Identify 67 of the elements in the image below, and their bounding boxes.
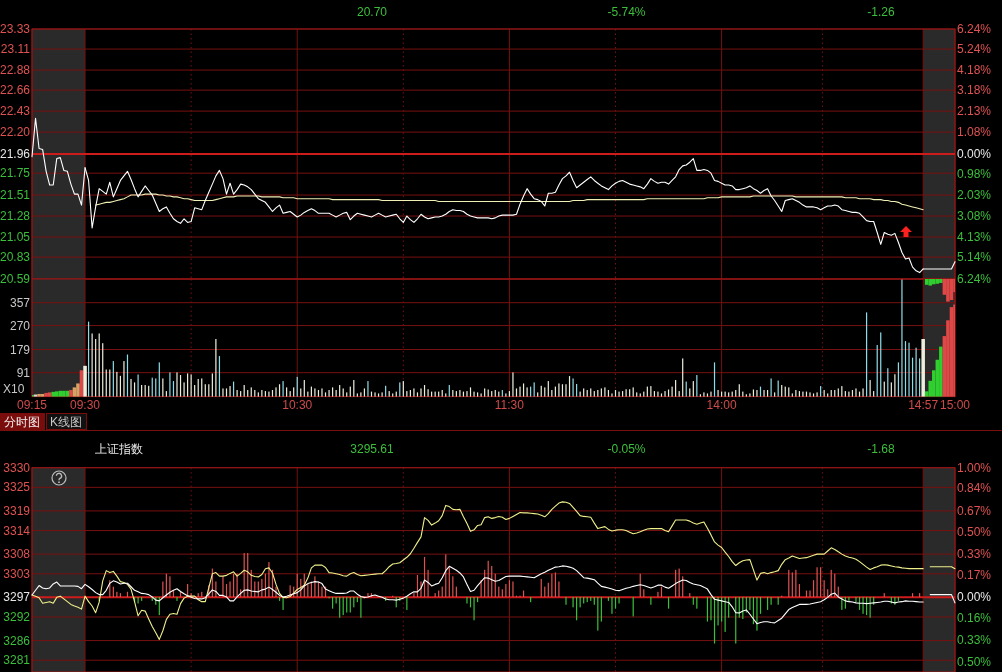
text: 20.70 <box>356 5 388 19</box>
x-tick-label: 14:57 <box>908 398 939 413</box>
y2-tick-label: 0.50% <box>957 654 992 669</box>
y2-tick-label: 4.18% <box>957 63 992 78</box>
y2-tick-label: 0.16% <box>957 610 992 625</box>
x-tick-label: 10:30 <box>282 398 313 413</box>
y-tick-label: 20.83 <box>0 250 31 265</box>
y2-tick-label: 0.33% <box>957 633 992 648</box>
y2-tick-label: 3.08% <box>957 208 992 223</box>
y-tick-label: 3292 <box>3 610 31 624</box>
y-tick-label: 23.33 <box>0 22 31 36</box>
text: K线图 <box>50 414 83 429</box>
y-tick-label: 21.96 <box>0 147 31 161</box>
y2-tick-label: 0.00% <box>957 147 992 161</box>
y2-tick-label: 5.14% <box>957 249 992 264</box>
y-tick-label: 21.75 <box>0 166 31 181</box>
y2-tick-label: 1.00% <box>957 460 992 475</box>
text: 分时图 <box>4 414 40 429</box>
text: -0.05% <box>607 442 646 456</box>
y2-tick-label: 0.84% <box>957 481 992 496</box>
y-tick-label: 21.05 <box>0 230 31 245</box>
y2-tick-label: 0.00% <box>957 590 992 604</box>
y2-tick-label: 0.67% <box>957 503 992 518</box>
y-tick-label: 22.66 <box>0 83 31 98</box>
y2-tick-label: 6.24% <box>957 272 992 286</box>
y2-tick-label: 2.13% <box>957 104 992 119</box>
y-tick-label: 23.11 <box>0 42 31 57</box>
y2-tick-label: 0.17% <box>957 568 992 583</box>
y-tick-label: 3325 <box>3 480 31 495</box>
y-tick-label: 3330 <box>3 460 31 475</box>
y-tick-label: 3281 <box>3 653 31 668</box>
chart-title: 上证指数 <box>95 442 143 456</box>
y2-tick-label: 5.24% <box>957 42 992 57</box>
y-tick-label: 179 <box>9 342 31 357</box>
y2-tick-label: 0.98% <box>957 166 992 181</box>
y2-tick-label: 4.13% <box>957 229 992 244</box>
y2-tick-label: 1.08% <box>957 125 992 140</box>
text: 3295.61 <box>350 442 395 456</box>
y-tick-label: 21.51 <box>0 188 31 203</box>
y-tick-label: 270 <box>9 318 31 333</box>
y-tick-label: 91 <box>16 365 31 380</box>
y-tick-label: 357 <box>9 295 31 310</box>
y2-tick-label: 2.03% <box>957 187 992 202</box>
y-tick-label: 3319 <box>3 503 31 518</box>
y-tick-label: 3314 <box>3 523 31 538</box>
y-tick-label: 3303 <box>3 566 31 581</box>
y2-tick-label: 6.24% <box>957 22 992 36</box>
x-tick-label: 14:00 <box>706 398 737 413</box>
y-tick-label: 3286 <box>3 633 31 648</box>
x-tick-label: 09:30 <box>70 398 101 413</box>
text: -5.74% <box>607 5 646 19</box>
x-tick-label: 15:00 <box>939 398 971 413</box>
y-tick-label: 3308 <box>3 547 31 562</box>
y2-tick-label: 0.50% <box>957 525 992 540</box>
y-tick-label: 3297 <box>3 590 31 605</box>
y2-tick-label: 0.33% <box>957 546 992 561</box>
y-tick-label: 22.43 <box>0 104 31 119</box>
y-tick-label: 22.20 <box>0 125 31 140</box>
y-axis-title: X10 <box>3 381 25 396</box>
y-tick-label: 22.88 <box>0 63 31 78</box>
text: -1.68 <box>867 442 895 456</box>
y-tick-label: 21.28 <box>0 209 31 224</box>
y-tick-label: 20.59 <box>0 272 31 286</box>
x-tick-label: 11:30 <box>494 398 525 413</box>
text: -1.26 <box>867 5 895 19</box>
x-tick-label: 09:15 <box>16 398 48 413</box>
y2-tick-label: 3.18% <box>957 83 992 98</box>
